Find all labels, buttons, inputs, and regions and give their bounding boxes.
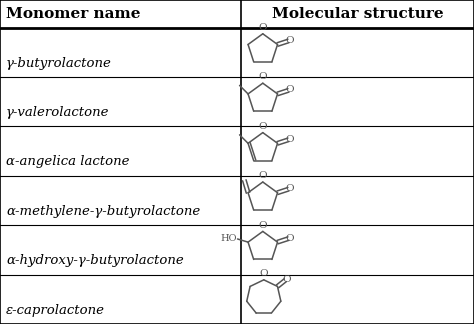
Text: O: O [286, 85, 294, 94]
Text: O: O [259, 269, 268, 278]
Text: O: O [286, 36, 294, 45]
Text: O: O [283, 274, 291, 284]
Text: HO: HO [220, 235, 237, 243]
Text: O: O [258, 122, 267, 131]
Text: Monomer name: Monomer name [6, 7, 140, 21]
Text: α-hydroxy-γ-butyrolactone: α-hydroxy-γ-butyrolactone [6, 254, 184, 267]
Text: Molecular structure: Molecular structure [272, 7, 443, 21]
Text: γ-valerolactone: γ-valerolactone [6, 106, 109, 119]
Text: O: O [286, 234, 294, 243]
Text: O: O [286, 135, 294, 144]
Text: α-angelica lactone: α-angelica lactone [6, 156, 129, 168]
Text: O: O [258, 221, 267, 230]
Text: α-methylene-γ-butyrolactone: α-methylene-γ-butyrolactone [6, 205, 200, 218]
Text: O: O [258, 23, 267, 32]
Text: O: O [258, 171, 267, 180]
Text: ε-caprolactone: ε-caprolactone [6, 304, 105, 317]
Text: O: O [258, 72, 267, 81]
Text: O: O [286, 184, 294, 193]
Text: γ-butyrolactone: γ-butyrolactone [6, 57, 112, 70]
